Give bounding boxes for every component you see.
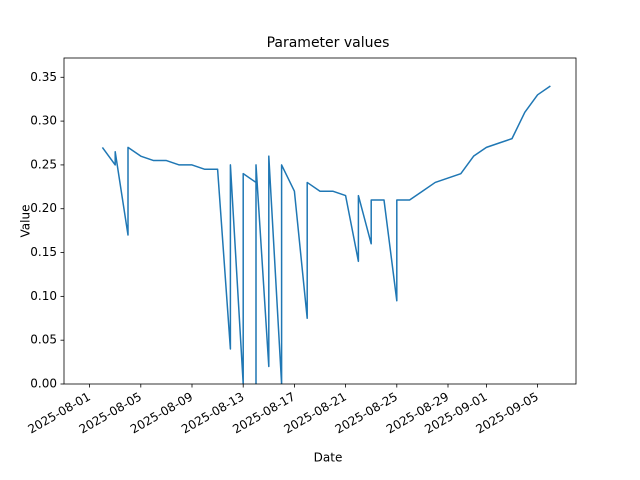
y-tick-label: 0.15 <box>30 245 57 259</box>
y-tick-label: 0.30 <box>30 114 57 128</box>
y-tick-label: 0.00 <box>30 377 57 391</box>
y-tick-label: 0.25 <box>30 157 57 171</box>
chart-title: Parameter values <box>267 35 390 51</box>
data-line <box>101 85 551 384</box>
x-axis-label: Date <box>314 451 343 465</box>
y-tick-label: 0.35 <box>30 70 57 84</box>
y-tick-label: 0.20 <box>30 201 57 215</box>
y-tick-label: 0.05 <box>30 333 57 347</box>
y-tick-label: 0.10 <box>30 289 57 303</box>
y-axis-label: Value <box>19 205 33 238</box>
plot-frame <box>63 57 577 385</box>
